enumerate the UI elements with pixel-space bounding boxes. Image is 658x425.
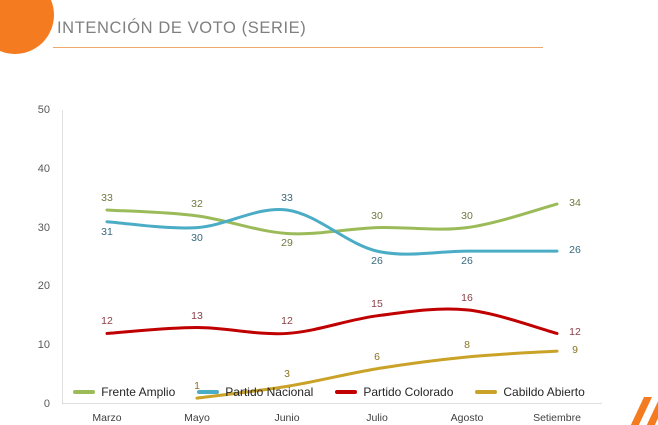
- y-axis-tick-label: 0: [43, 398, 50, 410]
- data-point-label: 29: [281, 237, 293, 250]
- title-divider: [53, 47, 543, 48]
- x-axis-label: Agosto: [450, 412, 484, 424]
- data-point-label: 16: [461, 291, 473, 304]
- legend-swatch-icon: [335, 390, 358, 394]
- legend-item-2[interactable]: Partido Colorado: [335, 385, 453, 399]
- legend-label: Partido Nacional: [225, 385, 314, 399]
- orange-circle-icon: [0, 0, 54, 54]
- chart-plot-area: [62, 110, 602, 404]
- legend-label: Cabildo Abierto: [503, 385, 585, 399]
- y-axis-tick-label: 40: [37, 162, 50, 175]
- data-point-label: 8: [464, 338, 470, 351]
- data-point-label: 26: [461, 255, 473, 268]
- data-point-label: 33: [101, 191, 113, 204]
- data-point-label: 15: [371, 297, 383, 310]
- line-chart: 0 10 20 30 40 50 Marzo Mayo Junio Julio Agosto Set…: [0, 55, 658, 425]
- chart-legend: Frente Amplio Partido Nacional Partido Col…: [0, 385, 658, 399]
- data-point-label: 1: [194, 380, 200, 393]
- x-axis-label: Marzo: [92, 412, 122, 424]
- data-point-label: 6: [374, 350, 380, 363]
- orange-slash-icon: [598, 387, 658, 425]
- data-point-label: 12: [281, 315, 293, 328]
- x-axis-label: Setiembre: [533, 412, 581, 424]
- y-axis-tick-label: 50: [37, 104, 50, 116]
- data-point-label: 33: [281, 191, 293, 204]
- legend-swatch-icon: [73, 390, 96, 394]
- legend-item-3[interactable]: Cabildo Abierto: [475, 385, 585, 399]
- data-point-label: 9: [572, 344, 578, 357]
- page-title: INTENCIÓN DE VOTO (SERIE): [57, 19, 307, 37]
- data-point-label: 32: [191, 197, 203, 210]
- data-point-label: 13: [191, 309, 203, 322]
- x-axis-label: Mayo: [184, 412, 210, 424]
- data-point-label: 3: [284, 368, 290, 381]
- series-line-2: [105, 307, 559, 336]
- data-point-label: 26: [371, 255, 383, 268]
- data-point-label: 34: [569, 197, 581, 210]
- x-axis-label: Julio: [366, 412, 388, 424]
- data-point-label: 31: [101, 225, 113, 238]
- data-point-label: 30: [461, 209, 473, 222]
- x-axis-label: Junio: [274, 412, 300, 424]
- series-line-0: [105, 202, 559, 236]
- legend-label: Partido Colorado: [363, 385, 454, 399]
- data-point-label: 30: [371, 209, 383, 222]
- series-line-1: [105, 207, 559, 256]
- legend-item-1[interactable]: Partido Nacional: [197, 385, 313, 399]
- y-axis-tick-label: 10: [37, 339, 50, 352]
- legend-swatch-icon: [475, 390, 498, 394]
- legend-swatch-icon: [197, 390, 220, 394]
- y-axis-tick-label: 20: [37, 280, 50, 293]
- legend-item-0[interactable]: Frente Amplio: [73, 385, 175, 399]
- series-line-3: [195, 349, 559, 400]
- data-point-label: 12: [569, 326, 581, 339]
- data-point-label: 30: [191, 231, 203, 244]
- y-axis-tick-label: 30: [37, 221, 50, 234]
- data-point-label: 26: [569, 244, 581, 257]
- chart-canvas: [62, 110, 602, 404]
- legend-label: Frente Amplio: [101, 385, 176, 399]
- data-point-label: 12: [101, 315, 113, 328]
